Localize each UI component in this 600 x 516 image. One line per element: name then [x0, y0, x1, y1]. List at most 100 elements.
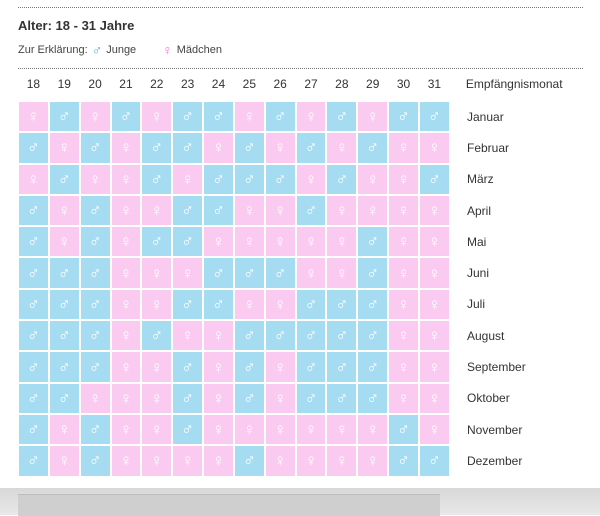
male-icon: ♂	[172, 288, 204, 321]
month-label: März	[467, 172, 494, 187]
age-header: 25	[242, 77, 256, 91]
female-icon: ♀	[18, 163, 49, 195]
female-icon: ♀	[264, 413, 296, 446]
male-icon: ♂	[233, 445, 265, 477]
male-icon: ♂	[357, 132, 389, 164]
male-icon: ♂	[18, 288, 49, 321]
female-icon: ♀	[141, 351, 173, 383]
female-icon: ♀	[110, 163, 142, 195]
female-icon: ♀	[48, 413, 80, 446]
female-icon: ♀	[418, 288, 450, 321]
male-icon: ♂	[18, 413, 49, 446]
female-icon: ♀	[326, 445, 358, 477]
male-icon: ♂	[79, 351, 111, 383]
age-header-row: 18 19 20 21 22 23 24 25 26 27 28 29 30 3…	[18, 77, 563, 95]
male-icon: ♂	[18, 351, 49, 383]
female-icon: ♀	[418, 226, 450, 258]
female-icon: ♀	[295, 445, 327, 477]
legend-label: Zur Erklärung:	[18, 44, 88, 56]
male-icon: ♂	[91, 41, 103, 58]
male-icon: ♂	[418, 163, 450, 195]
age-header: 19	[57, 77, 71, 91]
male-icon: ♂	[48, 288, 80, 321]
female-icon: ♀	[110, 413, 142, 446]
female-icon: ♀	[233, 226, 265, 258]
female-icon: ♀	[388, 226, 419, 258]
male-icon: ♂	[233, 163, 265, 195]
male-icon: ♂	[418, 101, 450, 133]
male-icon: ♂	[203, 257, 234, 289]
male-icon: ♂	[172, 226, 204, 258]
female-icon: ♀	[110, 226, 142, 258]
male-icon: ♂	[48, 163, 80, 195]
female-icon: ♀	[264, 445, 296, 477]
male-icon: ♂	[326, 382, 358, 414]
male-icon: ♂	[172, 194, 204, 227]
male-icon: ♂	[172, 132, 204, 164]
male-icon: ♂	[357, 257, 389, 289]
male-icon: ♂	[326, 288, 358, 321]
female-icon: ♀	[357, 445, 389, 477]
female-icon: ♀	[79, 101, 111, 133]
male-icon: ♂	[264, 320, 296, 352]
male-icon: ♂	[388, 413, 419, 446]
female-icon: ♀	[110, 257, 142, 289]
male-icon: ♂	[357, 382, 389, 414]
male-icon: ♂	[48, 101, 80, 133]
female-icon: ♀	[141, 413, 173, 446]
male-icon: ♂	[295, 194, 327, 227]
female-icon: ♀	[110, 445, 142, 477]
male-icon: ♂	[326, 351, 358, 383]
male-icon: ♂	[110, 101, 142, 133]
female-icon: ♀	[172, 163, 204, 195]
male-icon: ♂	[326, 320, 358, 352]
female-icon: ♀	[418, 413, 450, 446]
male-icon: ♂	[388, 445, 419, 477]
female-icon: ♀	[79, 382, 111, 414]
male-icon: ♂	[357, 288, 389, 321]
female-icon: ♀	[264, 132, 296, 164]
male-icon: ♂	[326, 101, 358, 133]
month-label: Juni	[467, 266, 490, 281]
female-icon: ♀	[264, 194, 296, 227]
female-icon: ♀	[388, 382, 419, 414]
female-icon: ♀	[357, 413, 389, 446]
male-icon: ♂	[295, 288, 327, 321]
female-icon: ♀	[264, 382, 296, 414]
male-icon: ♂	[357, 226, 389, 258]
female-icon: ♀	[18, 101, 49, 133]
female-icon: ♀	[203, 382, 234, 414]
gender-chart-card: Alter: 18 - 31 Jahre Zur Erklärung: ♂ Ju…	[18, 7, 583, 477]
month-label: November	[467, 422, 523, 437]
age-header: 20	[88, 77, 102, 91]
female-icon: ♀	[162, 41, 173, 58]
month-label: Dezember	[467, 453, 523, 468]
male-icon: ♂	[233, 382, 265, 414]
month-label: Juli	[467, 297, 486, 312]
male-icon: ♂	[172, 382, 204, 414]
age-header: 30	[396, 77, 411, 91]
male-icon: ♂	[295, 132, 327, 164]
female-icon: ♀	[418, 351, 450, 383]
female-icon: ♀	[203, 226, 234, 258]
female-icon: ♀	[357, 194, 389, 227]
male-icon: ♂	[418, 445, 450, 477]
male-icon: ♂	[233, 132, 265, 164]
male-icon: ♂	[295, 382, 327, 414]
female-icon: ♀	[233, 413, 265, 446]
male-icon: ♂	[388, 101, 419, 133]
male-icon: ♂	[172, 101, 204, 133]
male-icon: ♂	[203, 101, 234, 133]
month-column-header: Empfängnismonat	[465, 77, 563, 91]
male-icon: ♂	[79, 194, 111, 227]
male-icon: ♂	[172, 351, 204, 383]
male-icon: ♂	[295, 320, 327, 352]
male-icon: ♂	[79, 445, 111, 477]
female-icon: ♀	[48, 445, 80, 477]
male-icon: ♂	[18, 257, 49, 289]
age-header: 23	[180, 77, 195, 91]
month-label: September	[467, 360, 526, 375]
male-icon: ♂	[264, 257, 296, 289]
male-icon: ♂	[48, 320, 80, 352]
month-label: Oktober	[467, 391, 510, 406]
